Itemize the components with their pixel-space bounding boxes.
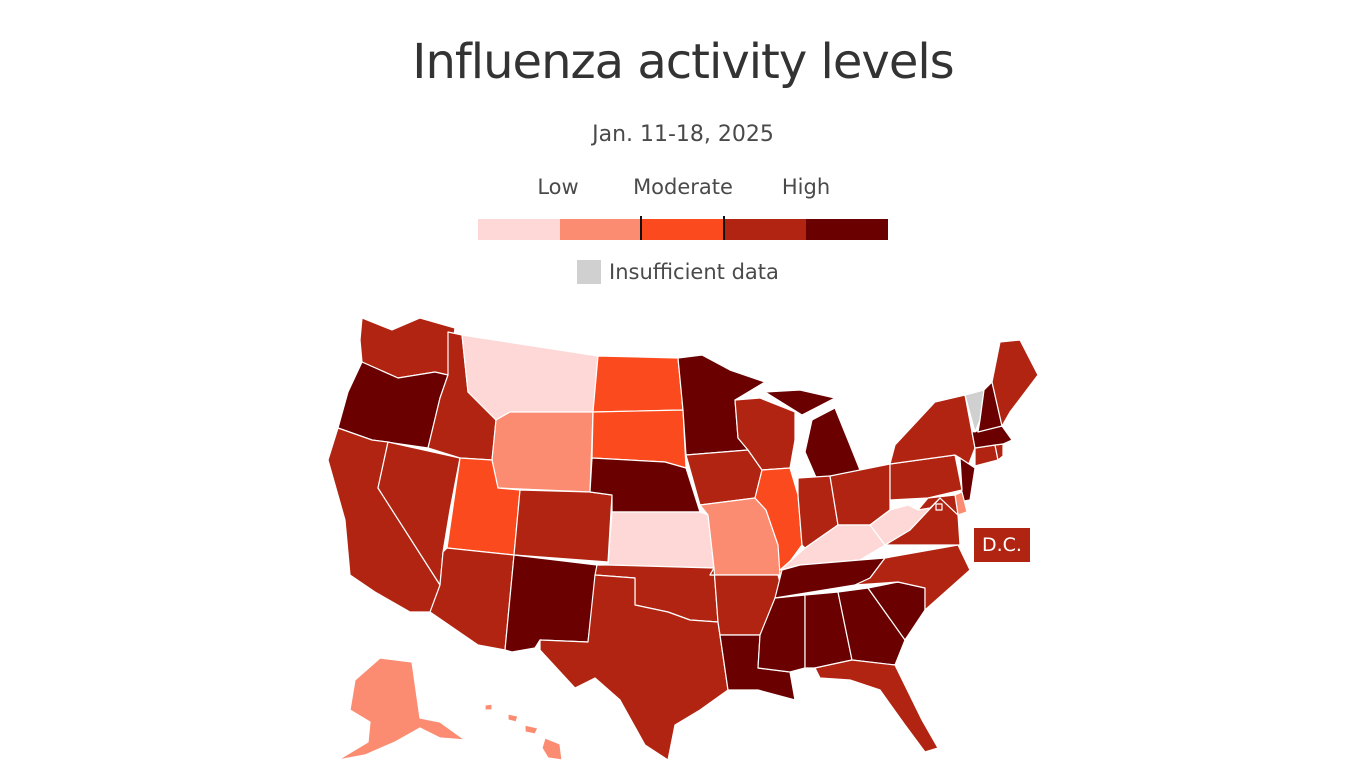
state-ME[interactable] xyxy=(991,339,1039,427)
chart-title: Influenza activity levels xyxy=(412,34,954,90)
legend-label-moderate: Moderate xyxy=(633,175,733,199)
dc-callout-label: D.C. xyxy=(974,528,1030,562)
state-HI[interactable] xyxy=(484,703,563,761)
legend-swatch-level-5 xyxy=(806,219,888,240)
legend-swatch-level-2 xyxy=(560,219,642,240)
legend-insufficient-label: Insufficient data xyxy=(609,260,779,284)
state-NM[interactable] xyxy=(504,554,598,653)
state-CT[interactable] xyxy=(974,444,999,467)
legend-tick-moderate-start xyxy=(640,216,642,240)
legend-swatch-level-3 xyxy=(642,219,724,240)
legend-swatch-level-4 xyxy=(724,219,806,240)
legend-label-low: Low xyxy=(537,175,579,199)
legend-swatch-level-1 xyxy=(478,219,560,240)
legend-tick-moderate-end xyxy=(723,216,725,240)
legend-label-high: High xyxy=(781,175,831,199)
legend-labels: Low Moderate High xyxy=(0,175,1366,205)
state-DC[interactable] xyxy=(935,503,943,511)
state-IL[interactable] xyxy=(754,467,803,576)
state-NH[interactable] xyxy=(977,381,1003,433)
state-CA[interactable] xyxy=(327,427,441,613)
legend-color-scale xyxy=(478,219,888,240)
state-KS[interactable] xyxy=(607,511,715,569)
state-AK[interactable] xyxy=(337,657,466,761)
state-NC[interactable] xyxy=(854,544,971,611)
state-GA[interactable] xyxy=(837,587,906,666)
legend-insufficient: Insufficient data xyxy=(577,260,779,284)
state-CO[interactable] xyxy=(513,489,613,563)
state-FL[interactable] xyxy=(814,659,939,753)
state-MD[interactable] xyxy=(917,494,959,516)
state-WY[interactable] xyxy=(491,411,594,493)
legend-insufficient-swatch xyxy=(577,260,601,284)
state-AZ[interactable] xyxy=(429,547,515,651)
state-NY[interactable] xyxy=(889,394,976,467)
date-range: Jan. 11-18, 2025 xyxy=(592,122,774,147)
state-TX[interactable] xyxy=(539,574,729,761)
state-ND[interactable] xyxy=(592,355,684,413)
state-IA[interactable] xyxy=(685,449,763,506)
